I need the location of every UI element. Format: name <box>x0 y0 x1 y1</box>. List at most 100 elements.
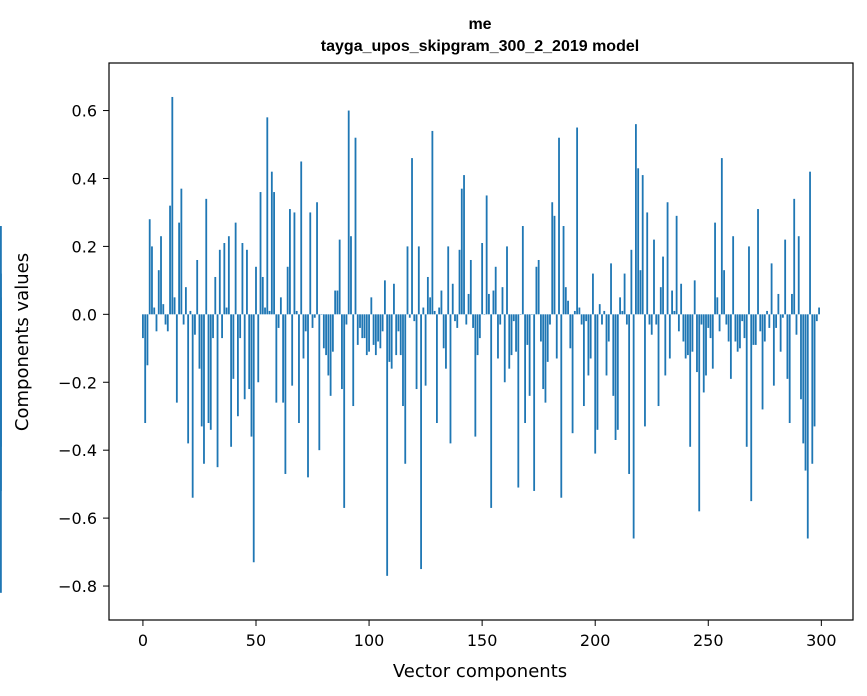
bar <box>436 314 438 424</box>
bar <box>393 283 395 315</box>
bar <box>497 314 499 359</box>
bar <box>313 314 316 318</box>
bar <box>395 314 398 356</box>
bar <box>499 314 502 325</box>
bar <box>408 314 411 318</box>
bar <box>171 96 174 315</box>
bar <box>169 205 171 315</box>
bar <box>155 314 158 332</box>
bar <box>402 314 404 407</box>
bar <box>648 314 651 325</box>
bar <box>576 127 579 315</box>
bar <box>241 243 244 315</box>
bar <box>465 314 468 325</box>
bar <box>657 314 660 407</box>
bar <box>223 243 226 315</box>
bar <box>533 314 536 491</box>
bar <box>205 198 208 315</box>
bar <box>318 314 321 451</box>
x-tick-label: 250 <box>693 631 724 650</box>
bar <box>300 161 303 315</box>
bar <box>549 314 551 325</box>
bar <box>601 314 603 325</box>
bar <box>273 192 275 315</box>
bar <box>440 290 443 315</box>
bar <box>589 314 592 359</box>
bar <box>734 314 737 342</box>
bar <box>142 314 144 339</box>
chart-title-line1: me <box>468 16 491 33</box>
bar <box>632 314 635 539</box>
bar <box>702 314 705 393</box>
bar <box>551 202 554 315</box>
bar <box>544 314 547 403</box>
y-axis-ticks: −0.8 −0.6 −0.4 −0.2 0.0 0.2 0.4 0.6 <box>58 102 109 596</box>
bar <box>162 304 165 315</box>
bar <box>239 314 242 339</box>
bar <box>316 202 318 315</box>
bar <box>490 314 493 508</box>
y-tick-label: 0.6 <box>72 102 97 121</box>
bar <box>420 314 422 570</box>
bar <box>510 314 513 356</box>
bar <box>225 307 228 315</box>
bar <box>209 314 212 430</box>
bar <box>0 314 2 352</box>
bar <box>463 175 465 315</box>
x-tick-label: 200 <box>580 631 611 650</box>
bar <box>639 270 642 315</box>
bar <box>481 243 484 315</box>
bar <box>194 314 196 335</box>
bar <box>727 314 730 342</box>
bar <box>619 297 621 315</box>
bar <box>698 314 701 512</box>
bar <box>404 314 407 464</box>
y-axis-label: Components values <box>12 253 33 431</box>
bar <box>587 314 590 376</box>
bar <box>517 314 520 488</box>
bar <box>458 249 461 315</box>
bar <box>488 293 490 315</box>
bar <box>610 263 612 315</box>
bar <box>338 239 341 315</box>
bar <box>673 310 676 315</box>
bar <box>569 314 572 349</box>
bar <box>293 212 296 315</box>
bar <box>232 314 235 379</box>
bar <box>304 314 307 332</box>
bar <box>741 314 744 322</box>
bar <box>766 310 768 315</box>
bar <box>365 314 368 356</box>
bar <box>445 314 447 369</box>
bar <box>485 195 488 315</box>
bar <box>361 314 364 339</box>
x-tick-label: 100 <box>354 631 385 650</box>
bar <box>467 293 470 315</box>
bar <box>218 249 221 315</box>
bar <box>564 287 567 315</box>
x-tick-label: 300 <box>806 631 837 650</box>
bar <box>680 283 683 315</box>
x-tick-label: 0 <box>138 631 148 650</box>
bar <box>144 314 147 424</box>
bar <box>811 314 814 464</box>
bar <box>347 110 350 315</box>
bar <box>160 236 162 315</box>
bar <box>264 307 266 315</box>
bar <box>815 314 818 322</box>
bar <box>653 239 655 315</box>
bar <box>214 276 217 315</box>
bar <box>146 314 149 366</box>
bar <box>677 314 680 332</box>
bar <box>791 293 793 315</box>
bar <box>212 314 214 339</box>
bar <box>259 192 262 315</box>
bar <box>374 314 377 356</box>
bar <box>255 266 257 315</box>
bar <box>237 314 239 417</box>
bar <box>295 310 298 315</box>
bar <box>759 314 762 332</box>
bar <box>535 266 538 315</box>
bar <box>449 314 452 444</box>
bar <box>182 314 185 325</box>
